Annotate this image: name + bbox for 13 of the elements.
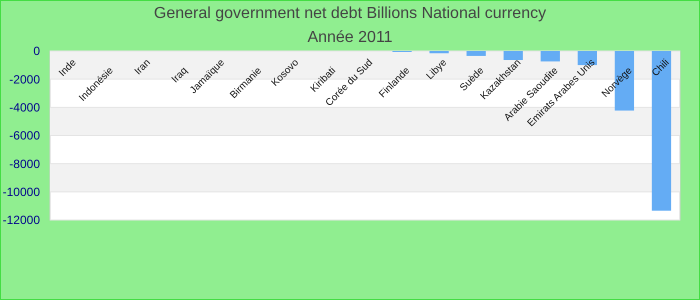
y-tick-label: -10000 bbox=[2, 185, 40, 200]
x-tick-label: Iran bbox=[132, 57, 153, 78]
y-tick-label: -4000 bbox=[9, 100, 40, 115]
x-tick-label: Inde bbox=[57, 57, 79, 79]
y-tick-label: -8000 bbox=[9, 156, 40, 171]
y-tick-label: 0 bbox=[33, 44, 40, 58]
chart-title: General government net debt Billions National currency bbox=[154, 5, 546, 22]
y-tick-label: -12000 bbox=[2, 213, 40, 228]
x-tick-label: Iraq bbox=[170, 65, 190, 86]
x-tick-label: Chili bbox=[650, 57, 672, 79]
y-tick-label: -2000 bbox=[9, 72, 40, 86]
chart-subtitle: Année 2011 bbox=[307, 29, 393, 46]
y-tick-label: -6000 bbox=[9, 128, 40, 143]
